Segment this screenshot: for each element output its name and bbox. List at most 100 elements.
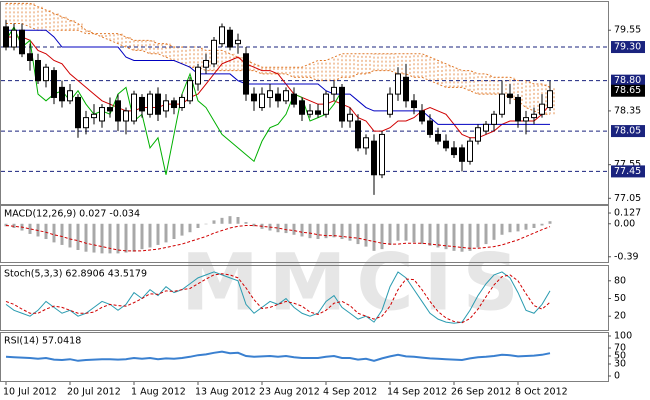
histogram-bar: [188, 223, 192, 233]
signal-line: [5, 224, 551, 252]
histogram-bar: [196, 223, 200, 228]
candle-body: [331, 86, 337, 95]
histogram-bar: [116, 223, 120, 254]
candle-body: [387, 93, 393, 115]
candle-body: [235, 39, 241, 45]
histogram-bar: [4, 223, 8, 227]
x-tick-label: 14 Sep 2012: [387, 387, 447, 398]
candle-body: [339, 86, 345, 122]
level-label: 78.05: [614, 126, 641, 137]
histogram-bar: [380, 223, 384, 250]
watermark: MMCIS: [181, 238, 529, 328]
histogram-bar: [484, 223, 488, 245]
candle-body: [155, 93, 161, 115]
candle-body: [363, 137, 369, 149]
x-tick-label: 8 Oct 2012: [515, 387, 568, 398]
histogram-bar: [372, 223, 376, 251]
candle-body: [323, 93, 329, 115]
histogram-bar: [284, 223, 288, 234]
y-tick-label: 0: [614, 371, 620, 382]
histogram-bar: [100, 223, 104, 254]
y-tick-label: 0.00: [614, 218, 635, 229]
candle-body: [11, 29, 17, 48]
candle-body: [19, 29, 25, 55]
histogram-bar: [444, 223, 448, 250]
candle-body: [355, 120, 361, 149]
histogram-bar: [252, 223, 256, 227]
histogram-bar: [532, 223, 536, 228]
y-tick-label: 30: [614, 359, 626, 370]
y-tick-label: 80: [614, 275, 626, 286]
candle-body: [203, 59, 209, 68]
histogram-bar: [548, 221, 552, 224]
candle-body: [211, 39, 217, 65]
candle-body: [179, 96, 185, 109]
candle-body: [171, 100, 177, 109]
candle-body: [523, 117, 529, 122]
histogram-bar: [332, 223, 336, 238]
candle-body: [371, 140, 377, 176]
histogram-bar: [172, 223, 176, 239]
candle-body: [59, 86, 65, 102]
panel-frame: [0, 205, 609, 263]
histogram-bar: [308, 223, 312, 239]
panel-frame: [0, 1, 609, 205]
histogram-bar: [84, 223, 88, 252]
candle-body: [451, 147, 457, 156]
histogram-bar: [292, 223, 296, 235]
y-tick-label: -0.39: [614, 251, 639, 262]
candle-body: [379, 133, 385, 176]
level-box: [611, 41, 645, 54]
candle-body: [27, 53, 33, 61]
histogram-bar: [404, 223, 408, 241]
candle-body: [283, 90, 289, 102]
histogram-bar: [12, 223, 16, 228]
level-label: 79.30: [614, 42, 641, 53]
candle-body: [395, 73, 401, 95]
histogram-bar: [140, 223, 144, 250]
histogram-bar: [180, 223, 184, 236]
candle-body: [483, 123, 489, 132]
histogram-bar: [492, 223, 496, 240]
histogram-bar: [516, 223, 520, 232]
y-tick-label: 77.55: [614, 159, 641, 170]
candle-body: [123, 110, 129, 122]
y-tick-label: 78.35: [614, 105, 641, 116]
y-tick-label: 79.55: [614, 25, 641, 36]
histogram-bar: [540, 223, 544, 226]
cloud-span-b: [6, 23, 551, 88]
histogram-bar: [228, 216, 232, 224]
histogram-bar: [148, 223, 152, 248]
candle-body: [187, 80, 193, 102]
histogram-bar: [156, 223, 160, 245]
candle-body: [467, 140, 473, 162]
candle-body: [435, 133, 441, 142]
histogram-bar: [132, 223, 136, 252]
candle-body: [475, 127, 481, 142]
histogram-bar: [460, 223, 464, 252]
histogram-bar: [220, 217, 224, 224]
candle-body: [539, 103, 545, 115]
histogram-bar: [348, 223, 352, 241]
histogram-bar: [164, 223, 168, 243]
candle-body: [195, 66, 201, 85]
level-label: 77.45: [614, 166, 641, 177]
candle-body: [219, 26, 225, 45]
histogram-bar: [420, 223, 424, 245]
candle-body: [115, 100, 121, 122]
candle-body: [107, 107, 113, 112]
histogram-bar: [60, 223, 64, 245]
histogram-bar: [76, 223, 80, 250]
candle-body: [139, 96, 145, 112]
y-tick-label: 0.127: [614, 208, 641, 219]
x-tick-label: 1 Aug 2012: [131, 387, 186, 398]
candle-body: [163, 100, 169, 112]
candle-body: [291, 93, 297, 105]
x-tick-label: 20 Jul 2012: [67, 387, 121, 398]
candle-body: [443, 140, 449, 149]
histogram-bar: [364, 223, 368, 247]
histogram-bar: [44, 223, 48, 239]
y-tick-label: 100: [614, 331, 632, 342]
x-tick-label: 26 Sep 2012: [451, 387, 511, 398]
